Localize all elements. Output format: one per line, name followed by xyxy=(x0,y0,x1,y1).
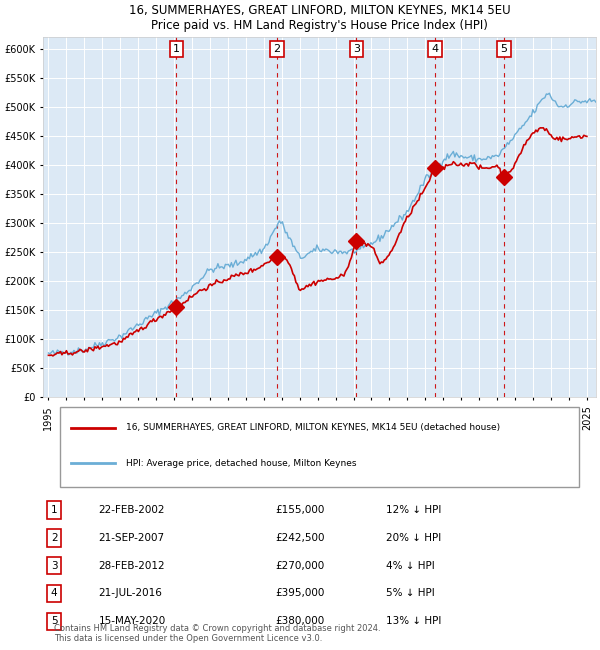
Text: 5: 5 xyxy=(500,44,507,54)
Text: 15-MAY-2020: 15-MAY-2020 xyxy=(98,616,166,626)
Text: 21-JUL-2016: 21-JUL-2016 xyxy=(98,588,162,599)
Text: 2: 2 xyxy=(273,44,280,54)
Text: £155,000: £155,000 xyxy=(275,505,325,515)
Text: 12% ↓ HPI: 12% ↓ HPI xyxy=(386,505,441,515)
Text: 21-SEP-2007: 21-SEP-2007 xyxy=(98,533,164,543)
Text: 4: 4 xyxy=(51,588,58,599)
Text: £242,500: £242,500 xyxy=(275,533,325,543)
Text: 22-FEB-2002: 22-FEB-2002 xyxy=(98,505,165,515)
Text: £395,000: £395,000 xyxy=(275,588,325,599)
Text: 5% ↓ HPI: 5% ↓ HPI xyxy=(386,588,434,599)
Text: £270,000: £270,000 xyxy=(275,561,325,571)
Title: 16, SUMMERHAYES, GREAT LINFORD, MILTON KEYNES, MK14 5EU
Price paid vs. HM Land R: 16, SUMMERHAYES, GREAT LINFORD, MILTON K… xyxy=(128,4,510,32)
Text: 16, SUMMERHAYES, GREAT LINFORD, MILTON KEYNES, MK14 5EU (detached house): 16, SUMMERHAYES, GREAT LINFORD, MILTON K… xyxy=(126,423,500,432)
Text: 4: 4 xyxy=(431,44,439,54)
Text: 5: 5 xyxy=(51,616,58,626)
Text: £380,000: £380,000 xyxy=(275,616,325,626)
Text: 3: 3 xyxy=(51,561,58,571)
Text: Contains HM Land Registry data © Crown copyright and database right 2024.
This d: Contains HM Land Registry data © Crown c… xyxy=(54,624,381,644)
Text: 2: 2 xyxy=(51,533,58,543)
Text: 1: 1 xyxy=(51,505,58,515)
FancyBboxPatch shape xyxy=(59,407,579,487)
Text: 13% ↓ HPI: 13% ↓ HPI xyxy=(386,616,441,626)
Text: 3: 3 xyxy=(353,44,360,54)
Text: 28-FEB-2012: 28-FEB-2012 xyxy=(98,561,165,571)
Text: 4% ↓ HPI: 4% ↓ HPI xyxy=(386,561,434,571)
Text: HPI: Average price, detached house, Milton Keynes: HPI: Average price, detached house, Milt… xyxy=(126,459,356,468)
Text: 1: 1 xyxy=(173,44,180,54)
Text: 20% ↓ HPI: 20% ↓ HPI xyxy=(386,533,441,543)
